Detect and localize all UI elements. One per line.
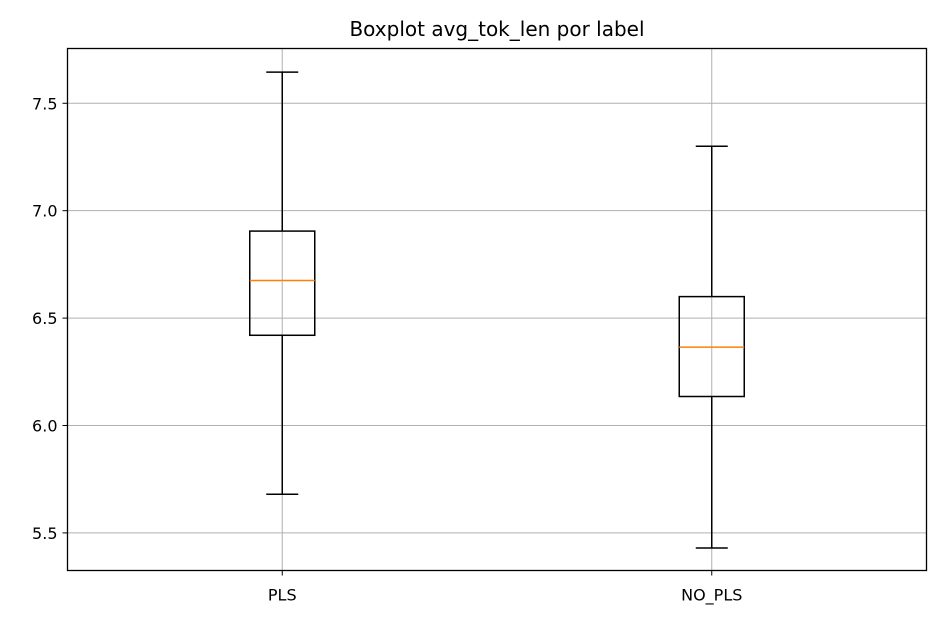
plot-frame	[66, 47, 928, 572]
x-tick-label: PLS	[268, 586, 297, 605]
box-no-pls	[678, 145, 745, 549]
x-tick-label: NO_PLS	[681, 586, 742, 606]
ticks: 5.5 6.0 6.5 7.0 7.5 PLS NO_PLS	[32, 94, 742, 605]
y-tick-label: 6.5	[32, 309, 57, 328]
chart-title: Boxplot avg_tok_len por label	[349, 17, 644, 41]
y-tick-label: 6.0	[32, 417, 57, 436]
boxes	[249, 71, 745, 549]
box-pls	[249, 71, 316, 495]
iqr-box	[249, 230, 316, 337]
y-tick-label: 7.5	[32, 94, 57, 113]
y-tick-label: 5.5	[32, 524, 57, 543]
y-tick-label: 7.0	[32, 202, 57, 221]
